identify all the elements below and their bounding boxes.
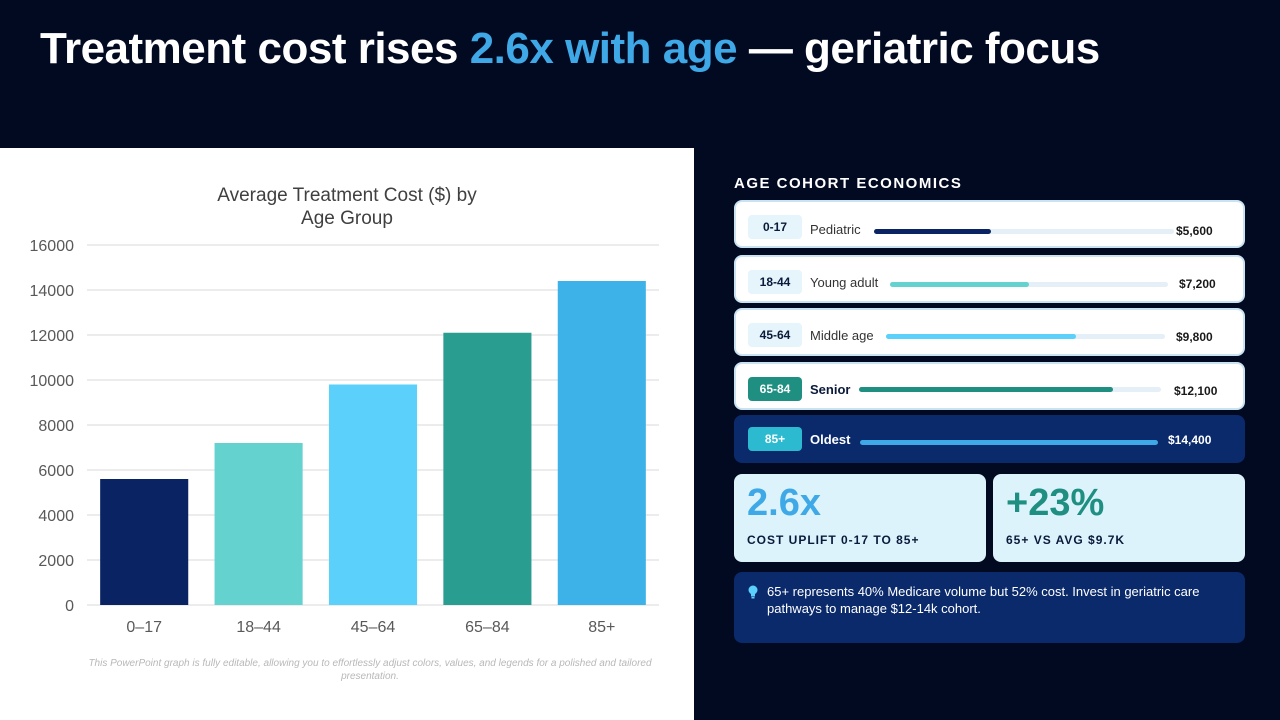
cohort-row-middle-age: 45-64 Middle age $9,800	[734, 308, 1245, 356]
y-tick-label: 16000	[30, 238, 75, 255]
bar	[557, 281, 646, 605]
y-tick-label: 4000	[38, 508, 74, 525]
y-tick-label: 2000	[38, 553, 74, 570]
y-tick-label: 8000	[38, 418, 74, 435]
cohort-badge: 85+	[748, 427, 802, 451]
lightbulb-icon	[748, 585, 758, 599]
insight-text: 65+ represents 40% Medicare volume but 5…	[767, 584, 1200, 616]
cohort-badge: 18-44	[748, 270, 802, 294]
cohort-value: $14,400	[1168, 433, 1212, 447]
y-tick-label: 12000	[30, 328, 75, 345]
cohort-bar	[874, 229, 991, 234]
y-tick-label: 14000	[30, 283, 75, 300]
x-tick-label: 65–84	[465, 619, 510, 636]
chart-title-line: Average Treatment Cost ($) by	[217, 185, 477, 206]
cohort-bar	[890, 282, 1029, 287]
cohort-label: Young adult	[810, 275, 879, 290]
cohort-track	[859, 387, 1161, 392]
cohort-track	[886, 334, 1165, 339]
cohort-label: Oldest	[810, 432, 851, 447]
cohort-track	[860, 440, 1158, 445]
stat-label: COST UPLIFT 0-17 TO 85+	[747, 533, 920, 547]
cohort-badge: 0-17	[748, 215, 802, 239]
y-tick-label: 6000	[38, 463, 74, 480]
chart-panel: Average Treatment Cost ($) by Age Group 0 2…	[0, 148, 694, 720]
cohort-badge: 65-84	[748, 377, 802, 401]
side-heading: AGE COHORT ECONOMICS	[734, 175, 963, 192]
stat-value: 2.6x	[747, 482, 821, 524]
cohort-value: $12,100	[1174, 384, 1218, 398]
cohort-label: Middle age	[810, 328, 874, 343]
cohort-badge: 45-64	[748, 323, 802, 347]
cohort-label: Pediatric	[810, 222, 861, 237]
title-suffix: — geriatric focus	[737, 24, 1100, 73]
cohort-value: $5,600	[1176, 224, 1213, 238]
x-tick-label: 45–64	[351, 619, 396, 636]
cohort-label: Senior	[810, 382, 851, 397]
cohort-value: $7,200	[1179, 277, 1216, 291]
cohort-row-oldest: 85+ Oldest $14,400	[734, 415, 1245, 463]
stat-card-senior-premium: +23% 65+ VS AVG $9.7K	[993, 474, 1245, 562]
insight-box: 65+ represents 40% Medicare volume but 5…	[734, 572, 1245, 643]
cohort-row-pediatric: 0-17 Pediatric $5,600	[734, 200, 1245, 248]
x-tick-label: 0–17	[126, 619, 162, 636]
stat-label: 65+ VS AVG $9.7K	[1006, 533, 1126, 547]
cohort-bar	[859, 387, 1113, 392]
bar	[328, 384, 418, 605]
cohort-value: $9,800	[1176, 330, 1213, 344]
stat-card-uplift: 2.6x COST UPLIFT 0-17 TO 85+	[734, 474, 986, 562]
y-tick-label: 0	[65, 598, 74, 615]
cohort-track	[890, 282, 1168, 287]
chart-title-line: Age Group	[301, 208, 393, 229]
y-tick-label: 10000	[30, 373, 75, 390]
cohort-row-senior: 65-84 Senior $12,100	[734, 362, 1245, 410]
stat-value: +23%	[1006, 482, 1105, 524]
cohort-row-young-adult: 18-44 Young adult $7,200	[734, 255, 1245, 303]
x-tick-label: 85+	[588, 619, 615, 636]
title-accent: 2.6x with age	[469, 24, 738, 73]
cohort-track	[874, 229, 1174, 234]
x-tick-label: 18–44	[236, 619, 281, 636]
bar	[443, 332, 532, 605]
chart-footnote: This PowerPoint graph is fully editable,…	[88, 658, 652, 682]
cohort-bar	[860, 440, 1158, 445]
slide-title: Treatment cost rises 2.6x with age — ger…	[40, 24, 1100, 74]
bar	[214, 443, 303, 605]
title-prefix: Treatment cost rises	[40, 24, 470, 73]
cohort-bar	[886, 334, 1076, 339]
bar	[100, 479, 189, 605]
